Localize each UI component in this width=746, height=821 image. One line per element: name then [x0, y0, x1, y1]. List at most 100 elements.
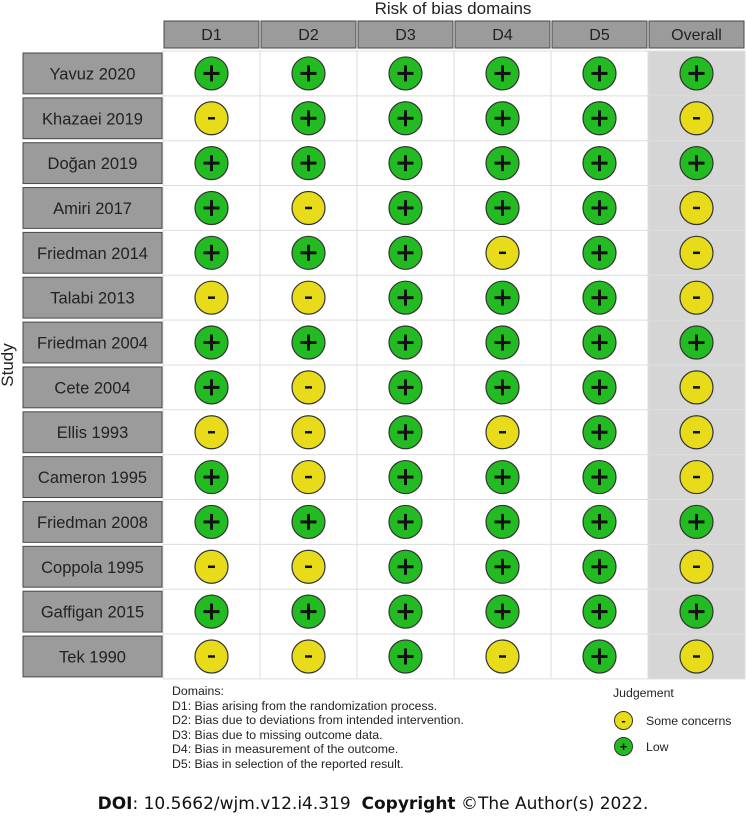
copyright-label: Copyright — [361, 794, 456, 814]
judgement-low-icon — [194, 235, 229, 270]
judgement-low-icon — [291, 594, 326, 629]
study-label-gaffigan-2015: Gaffigan 2015 — [41, 604, 144, 622]
judgement-low-icon — [485, 56, 520, 91]
judgement-legend-title: Judgement — [613, 686, 674, 700]
judgement-some-concerns-icon — [679, 101, 714, 136]
study-label-box — [22, 545, 163, 588]
study-label-cameron-1995: Cameron 1995 — [38, 469, 147, 487]
judgement-low-icon — [291, 325, 326, 360]
domain-d4-description: D4: Bias in measurement of the outcome. — [172, 742, 399, 757]
judgement-some-concerns-icon — [194, 549, 229, 584]
study-label-box — [22, 411, 163, 454]
judgement-low-icon — [291, 146, 326, 181]
column-header-label-overall: Overall — [671, 27, 722, 44]
study-label-box — [22, 142, 163, 185]
judgement-low-icon — [388, 190, 423, 226]
judgement-low-icon — [388, 101, 423, 136]
judgement-low-icon — [194, 56, 229, 91]
judgement-low-icon — [582, 459, 617, 495]
domain-d3-description: D3: Bias due to missing outcome data. — [172, 727, 383, 742]
domain-d1-description: D1: Bias arising from the randomization … — [172, 698, 438, 713]
study-label-amiri-2017: Amiri 2017 — [53, 200, 132, 218]
study-label-khazaei-2019: Khazaei 2019 — [42, 110, 143, 128]
column-header-label-d3: D3 — [395, 27, 416, 44]
judgement-some-concerns-icon — [679, 639, 714, 674]
low-label: Low — [646, 739, 669, 754]
study-label-friedman-2014: Friedman 2014 — [37, 245, 148, 263]
judgement-low-icon — [485, 280, 520, 315]
some-concerns-label: Some concerns — [646, 713, 732, 728]
judgement-some-concerns-icon — [485, 415, 520, 450]
judgement-low-icon — [582, 549, 617, 584]
judgement-some-concerns-icon — [291, 370, 326, 405]
judgement-low-icon — [388, 594, 423, 629]
judgement-some-concerns-icon — [679, 280, 714, 315]
judgement-some-concerns-icon — [679, 415, 714, 450]
judgement-some-concerns-icon — [485, 235, 520, 270]
judgement-low-icon — [582, 280, 617, 315]
study-label-box — [22, 231, 163, 274]
judgement-low-icon — [194, 325, 229, 360]
study-label-box — [22, 635, 163, 678]
judgement-low-icon — [679, 504, 714, 540]
study-label-yavuz-2020: Yavuz 2020 — [50, 65, 136, 83]
judgement-low-icon — [388, 504, 423, 540]
judgement-low-icon — [194, 594, 229, 629]
judgement-some-concerns-icon — [679, 370, 714, 405]
judgement-some-concerns-icon — [485, 639, 520, 674]
judgement-low-icon — [582, 56, 617, 91]
judgement-low-icon — [582, 235, 617, 270]
domains-legend: Domains: D1: Bias arising from the rando… — [172, 684, 464, 772]
citation-footer: DOI: 10.5662/wjm.v12.i4.319 Copyright ©T… — [0, 794, 746, 814]
study-label-tek-1990: Tek 1990 — [59, 648, 126, 666]
study-label-do-an-2019: Doğan 2019 — [48, 155, 138, 173]
judgement-low-icon — [582, 504, 617, 540]
judgement-some-concerns-icon — [194, 280, 229, 315]
judgement-low-icon — [485, 594, 520, 629]
judgement-low-icon — [388, 370, 423, 405]
doi-label: DOI — [97, 794, 133, 814]
judgement-low-icon — [485, 549, 520, 584]
column-header-label-d5: D5 — [589, 27, 610, 44]
judgement-low-icon — [582, 101, 617, 136]
judgement-low-icon — [679, 146, 714, 181]
judgement-low-icon — [485, 459, 520, 495]
judgement-low-icon — [485, 504, 520, 540]
y-axis-label: Study — [0, 343, 17, 387]
risk-of-bias-chart: Risk of bias domains Study D1 D2 D3 D4 D5 Ove… — [0, 0, 746, 680]
column-header-d5 — [551, 20, 648, 49]
judgement-low-icon — [388, 280, 423, 315]
judgement-low-icon — [388, 146, 423, 181]
judgement-low-icon — [679, 56, 714, 91]
domain-d2-description: D2: Bias due to deviations from intended… — [172, 713, 464, 728]
judgement-low-icon — [291, 504, 326, 540]
judgement-some-concerns-icon — [291, 415, 326, 450]
study-label-box — [22, 97, 163, 140]
judgement-low-icon — [388, 459, 423, 495]
judgement-low-icon — [582, 325, 617, 360]
judgement-low-icon — [582, 370, 617, 405]
judgement-some-concerns-icon — [194, 101, 229, 136]
judgement-low-icon — [582, 639, 617, 674]
judgement-low-icon — [291, 56, 326, 91]
judgement-some-concerns-icon — [679, 459, 714, 495]
judgement-some-concerns-icon — [194, 639, 229, 674]
judgement-low-icon — [388, 56, 423, 91]
column-header-label-d4: D4 — [492, 27, 513, 44]
column-header-overall — [648, 20, 745, 49]
study-label-ellis-1993: Ellis 1993 — [57, 424, 129, 442]
judgement-low-icon — [485, 146, 520, 181]
judgement-low-icon — [485, 101, 520, 136]
judgement-low-icon — [388, 639, 423, 674]
column-header-d2 — [260, 20, 357, 49]
judgement-low-icon — [388, 235, 423, 270]
low-risk-icon: + — [614, 737, 633, 756]
judgement-low-icon — [485, 370, 520, 405]
study-label-box — [22, 276, 163, 319]
copyright-value: ©The Author(s) 2022. — [455, 794, 649, 814]
judgement-some-concerns-icon — [679, 235, 714, 270]
judgement-low-icon — [194, 370, 229, 405]
judgement-some-concerns-icon — [679, 549, 714, 584]
judgement-some-concerns-icon — [679, 190, 714, 226]
study-label-box — [22, 366, 163, 409]
